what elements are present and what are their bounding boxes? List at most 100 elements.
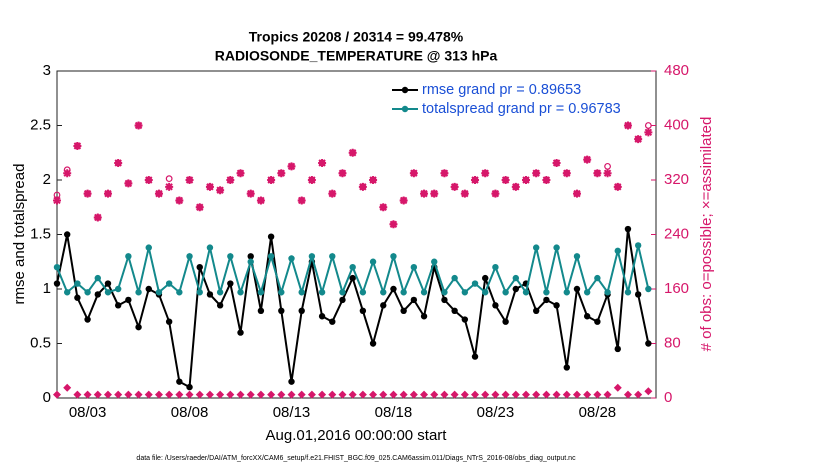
assimilated-point — [338, 169, 347, 178]
assimilated-point — [511, 182, 520, 191]
assimilated-point — [634, 135, 643, 144]
point — [410, 296, 418, 304]
assimilated-point — [532, 169, 541, 178]
point — [522, 390, 531, 399]
point — [644, 387, 653, 396]
assimilated-point — [73, 141, 82, 150]
point — [185, 390, 194, 399]
point — [604, 289, 611, 296]
point — [318, 390, 327, 399]
assimilated-point — [53, 196, 61, 205]
point — [216, 289, 224, 296]
point — [236, 390, 245, 399]
point — [358, 390, 367, 399]
point — [256, 390, 265, 399]
point — [329, 253, 336, 260]
point — [502, 318, 509, 325]
point — [420, 289, 428, 296]
point — [227, 253, 234, 260]
assimilated-point — [389, 220, 398, 229]
point — [492, 264, 499, 271]
point — [216, 302, 224, 309]
point — [278, 289, 285, 296]
point — [583, 289, 591, 296]
point — [227, 280, 234, 287]
point — [63, 289, 71, 296]
assimilated-point — [552, 158, 561, 167]
point — [399, 390, 408, 399]
assimilated-point — [93, 213, 102, 222]
assimilated-point — [307, 176, 316, 184]
point — [634, 242, 642, 249]
point — [461, 316, 469, 323]
point — [533, 244, 540, 251]
point — [278, 307, 285, 314]
assimilated-point — [430, 189, 439, 198]
assimilated-point — [63, 169, 72, 178]
point — [104, 280, 112, 287]
point — [441, 289, 448, 296]
point — [430, 390, 439, 399]
point — [338, 390, 347, 399]
point — [277, 390, 286, 399]
assimilated-point — [369, 176, 378, 184]
point — [257, 289, 265, 296]
point — [623, 390, 632, 399]
point — [94, 291, 101, 298]
point — [63, 383, 72, 392]
y2-tick-label: 480 — [664, 62, 689, 79]
point — [380, 302, 387, 309]
y-tick-label: 1.5 — [30, 225, 51, 242]
point — [83, 390, 92, 399]
point — [451, 307, 458, 314]
point — [440, 390, 449, 399]
point — [155, 289, 163, 296]
point — [613, 383, 622, 392]
point — [267, 233, 275, 240]
point — [594, 274, 601, 282]
legend-marker — [401, 105, 409, 113]
point — [114, 302, 122, 309]
point — [522, 289, 530, 296]
point — [186, 253, 193, 260]
point — [195, 390, 204, 399]
point — [603, 390, 612, 399]
assimilated-point — [420, 189, 429, 198]
point — [237, 329, 244, 336]
point — [614, 345, 621, 353]
point — [390, 285, 397, 293]
chart-subtitle: RADIOSONDE_TEMPERATURE @ 313 hPa — [215, 48, 498, 64]
assimilated-point — [216, 186, 225, 195]
point — [645, 340, 652, 347]
point — [502, 289, 509, 296]
point — [73, 390, 82, 399]
point — [226, 390, 235, 399]
assimilated-point — [246, 189, 255, 198]
assimilated-point — [297, 196, 306, 205]
assimilated-point — [450, 182, 459, 191]
point — [288, 255, 295, 262]
assimilated-point — [583, 155, 592, 164]
point — [63, 231, 71, 238]
point — [135, 289, 142, 296]
legend-marker — [401, 86, 409, 94]
assimilated-point — [348, 148, 357, 157]
y-tick-label: 0.5 — [30, 334, 51, 351]
point — [552, 390, 561, 399]
point — [257, 307, 265, 314]
point — [74, 294, 81, 301]
assimilated-point — [644, 128, 653, 137]
assimilated-point — [409, 169, 418, 178]
point — [573, 285, 581, 293]
y-tick-label: 3 — [43, 62, 51, 79]
point — [533, 307, 540, 314]
assimilated-point — [603, 169, 612, 178]
point — [74, 280, 81, 287]
point — [206, 244, 214, 251]
point — [186, 383, 193, 391]
point — [144, 390, 153, 399]
point — [380, 289, 387, 296]
point — [267, 253, 275, 260]
point — [308, 253, 316, 260]
point — [400, 307, 407, 314]
